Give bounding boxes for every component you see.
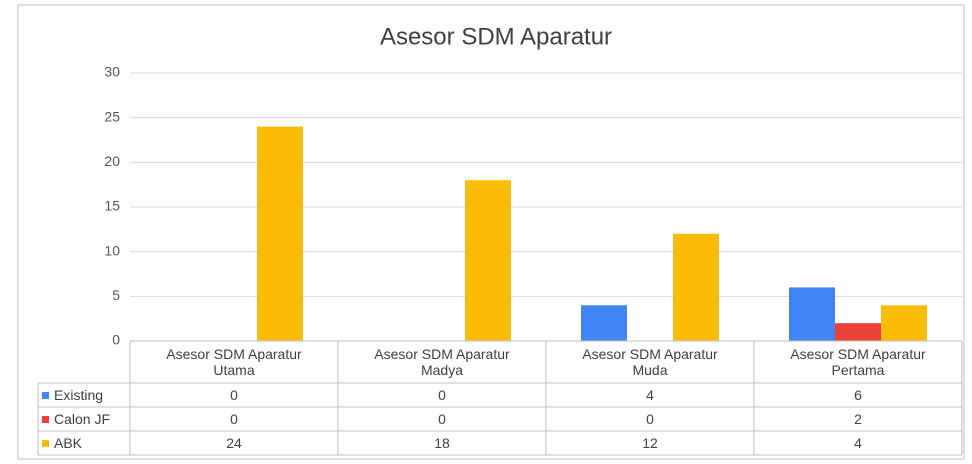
y-tick-label: 5 [112, 287, 120, 303]
table-value: 0 [230, 387, 238, 403]
table-value: 24 [226, 435, 242, 451]
bar [835, 323, 881, 341]
legend-label: ABK [54, 435, 83, 451]
table-value: 0 [438, 411, 446, 427]
table-value: 0 [438, 387, 446, 403]
legend-item: Existing [38, 383, 130, 407]
x-tick-label: Asesor SDM Aparatur Madya [374, 346, 510, 378]
legend-label: Calon JF [54, 411, 111, 427]
legend-item: Calon JF [38, 407, 130, 431]
y-tick-label: 10 [104, 242, 120, 258]
bar [789, 287, 835, 341]
x-tick-label: Asesor SDM Aparatur Utama [166, 346, 302, 378]
y-tick-label: 0 [112, 332, 120, 348]
bar [465, 180, 511, 341]
x-tick-label: Asesor SDM Aparatur Muda [582, 346, 718, 378]
table-value: 18 [434, 435, 450, 451]
table-value: 2 [854, 411, 862, 427]
legend-label: Existing [54, 387, 104, 403]
bar [673, 233, 719, 341]
y-tick-label: 30 [104, 64, 120, 80]
chart-title: Asesor SDM Aparatur [380, 23, 612, 50]
legend-key [42, 415, 49, 423]
table-value: 4 [646, 387, 654, 403]
y-tick-label: 25 [104, 108, 120, 124]
y-tick-label: 20 [104, 153, 120, 169]
table-value: 0 [230, 411, 238, 427]
table-value: 4 [854, 435, 862, 451]
y-tick-label: 15 [104, 198, 120, 214]
legend-key [42, 439, 49, 447]
table-value: 6 [854, 387, 862, 403]
bar [581, 305, 627, 341]
legend-item: ABK [38, 431, 130, 455]
legend-key [42, 391, 49, 399]
bar [881, 305, 927, 341]
table-value: 0 [646, 411, 654, 427]
x-tick-label: Asesor SDM Aparatur Pertama [790, 346, 926, 378]
bar [257, 126, 303, 341]
table-value: 12 [642, 435, 658, 451]
